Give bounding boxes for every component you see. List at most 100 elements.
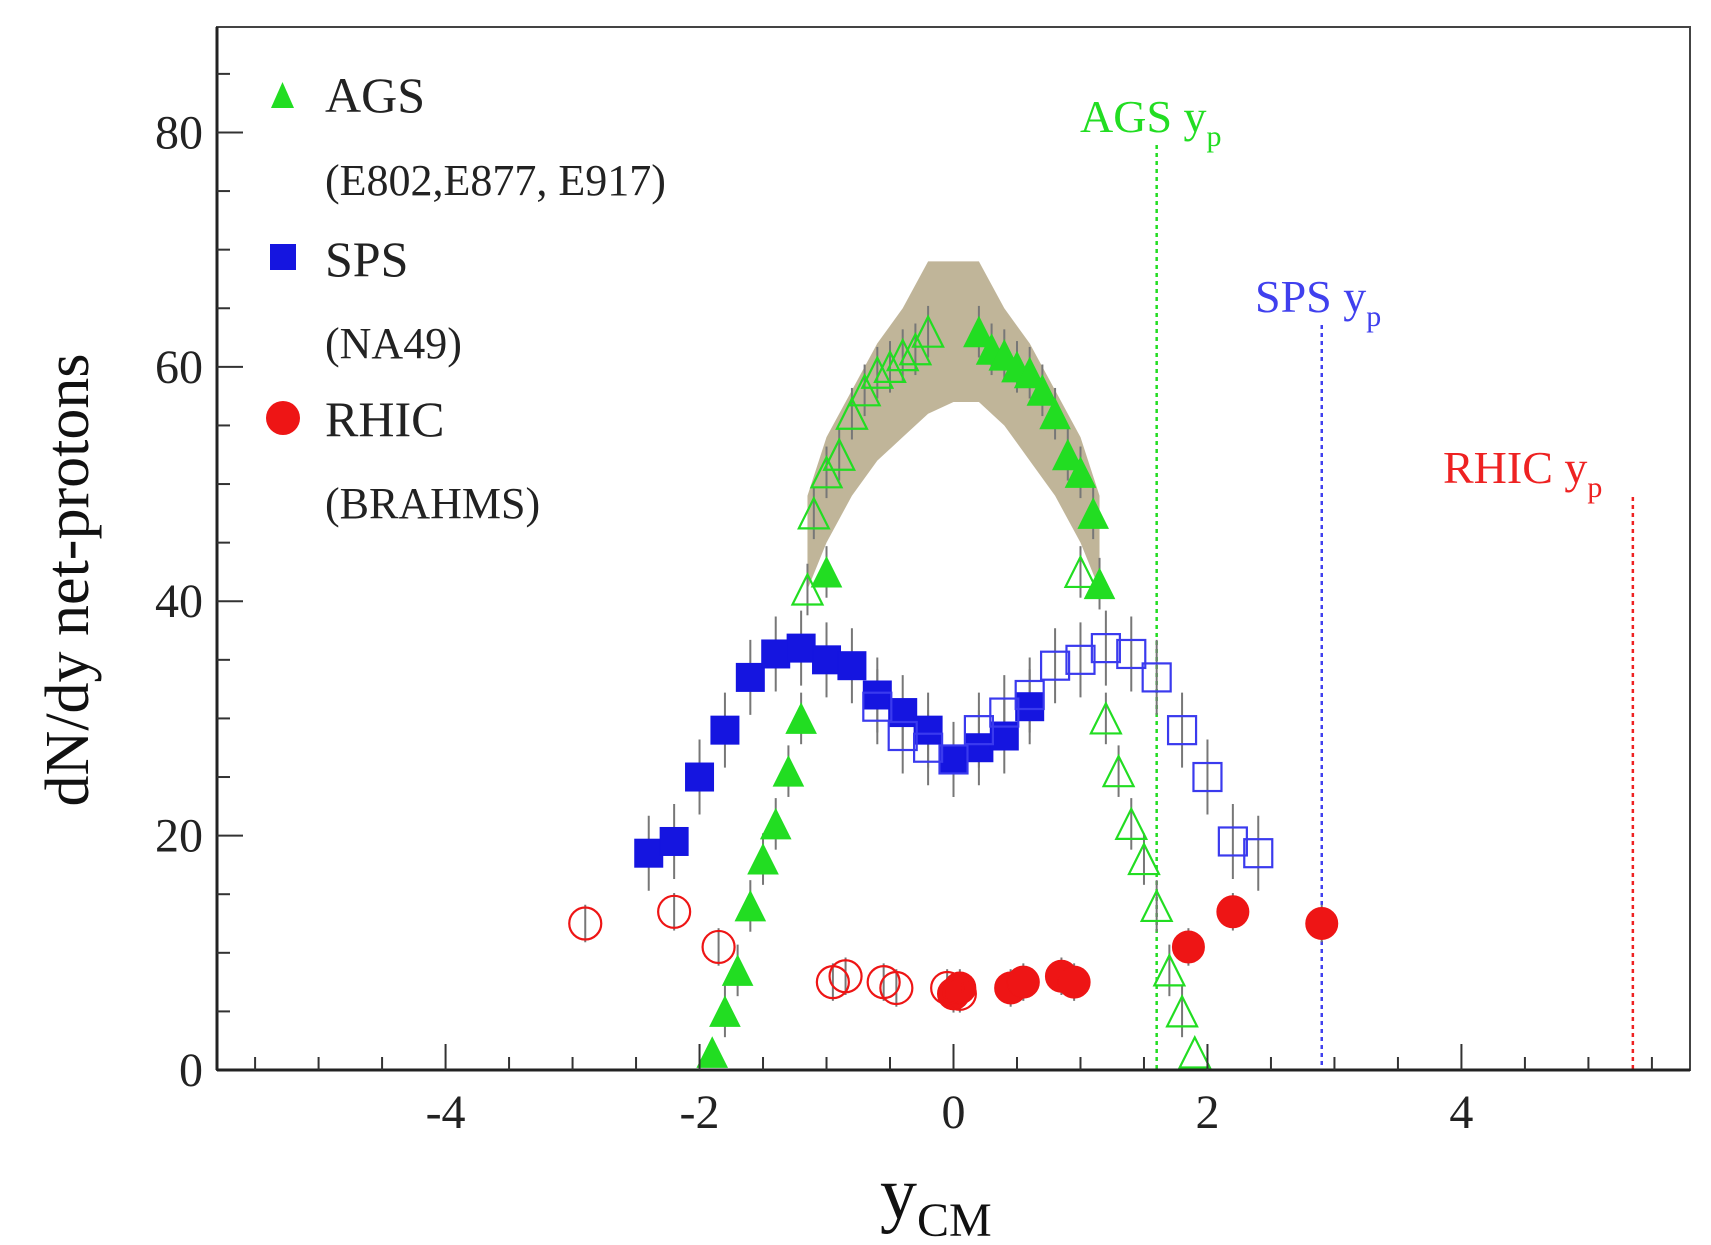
sps-reflected-point bbox=[1217, 826, 1248, 857]
ags-measured-point bbox=[785, 702, 817, 734]
sps-reflected-point bbox=[1166, 715, 1198, 746]
rhic-yp-main: RHIC y bbox=[1443, 442, 1587, 493]
rhic-measured-point bbox=[1057, 965, 1091, 999]
sps-reflected-point bbox=[1065, 644, 1096, 675]
ags-yp-main: AGS y bbox=[1080, 91, 1207, 142]
ags-measured-point bbox=[963, 315, 995, 348]
rhic-measured-point bbox=[1171, 930, 1205, 964]
sps-measured-point bbox=[634, 838, 664, 868]
legend-ags-marker bbox=[271, 82, 294, 108]
ags-systematic-band bbox=[807, 261, 1100, 590]
ags-measured-point bbox=[1026, 374, 1059, 406]
sps-reflected-point bbox=[989, 697, 1020, 728]
sps-measured-point bbox=[862, 680, 892, 710]
sps-measured-point bbox=[786, 633, 816, 663]
rhic-measured-point bbox=[1305, 907, 1339, 941]
sps-reflected-point bbox=[1192, 761, 1223, 793]
ags-yp-label: AGS yp bbox=[1080, 91, 1222, 153]
ags-reflected-point bbox=[1139, 888, 1174, 923]
y-tick-label: 80 bbox=[155, 106, 203, 159]
sps-reflected-point bbox=[913, 732, 944, 763]
rhic-yp-sub: p bbox=[1587, 471, 1602, 504]
legend-ags-label: AGS bbox=[325, 67, 425, 123]
ags-reflected-point bbox=[835, 396, 869, 430]
y-tick-label: 60 bbox=[155, 341, 203, 394]
ags-reflected-point bbox=[797, 495, 831, 530]
rhic-reflected-point bbox=[828, 959, 863, 994]
sps-reflected-point bbox=[1014, 679, 1045, 711]
x-tick-label: -4 bbox=[426, 1086, 466, 1139]
x-tick-label: -2 bbox=[680, 1086, 720, 1139]
rhic-reflected-point bbox=[701, 929, 736, 965]
ags-reflected-point bbox=[1177, 1034, 1212, 1069]
sps-yp-main: SPS y bbox=[1255, 271, 1366, 322]
ags-measured-point bbox=[696, 1036, 729, 1068]
ags-reflected-point bbox=[885, 337, 920, 372]
sps-reflected-point bbox=[862, 691, 893, 722]
x-axis-title-sub: CM bbox=[917, 1194, 992, 1245]
legend-rhic-detail: (BRAHMS) bbox=[325, 479, 540, 528]
y-tick-label: 40 bbox=[155, 575, 203, 628]
sps-reflected-point bbox=[1090, 633, 1121, 664]
rhic-reflected-point bbox=[879, 970, 914, 1006]
ags-measured-point bbox=[810, 555, 843, 588]
rhic-yp-label: RHIC yp bbox=[1443, 442, 1602, 504]
ags-reflected-point bbox=[860, 355, 895, 389]
ags-measured-point bbox=[1064, 456, 1097, 488]
sps-measured-point bbox=[735, 662, 765, 692]
x-axis-title: yCM bbox=[880, 1153, 992, 1245]
ags-measured-point bbox=[1051, 438, 1084, 471]
ags-reflected-point bbox=[809, 454, 844, 489]
x-tick-label: 0 bbox=[942, 1086, 966, 1139]
ags-measured-point bbox=[734, 889, 767, 922]
ags-measured-point bbox=[1077, 497, 1109, 529]
x-tick-label: 2 bbox=[1195, 1086, 1219, 1139]
sps-measured-point bbox=[837, 651, 867, 681]
ags-reflected-point bbox=[1127, 841, 1161, 876]
x-axis-title-main: y bbox=[880, 1153, 917, 1235]
sps-reflected-point bbox=[887, 720, 918, 752]
legend-sps-detail: (NA49) bbox=[325, 319, 462, 368]
legend-ags-detail: (E802,E877, E917) bbox=[325, 156, 666, 205]
y-axis-title: dN/dy net-protons bbox=[34, 354, 102, 807]
ags-measured-point bbox=[759, 807, 792, 840]
ags-measured-point bbox=[747, 842, 779, 875]
ags-systematic-band-layer bbox=[807, 261, 1100, 590]
ags-measured-point bbox=[709, 995, 741, 1027]
legend: AGS (E802,E877, E917) SPS (NA49) RHIC (B… bbox=[266, 67, 666, 528]
rhic-reflected-point bbox=[942, 976, 977, 1011]
sps-reflected-point bbox=[963, 715, 994, 746]
y-tick-label: 0 bbox=[179, 1044, 203, 1097]
ags-reflected-point bbox=[790, 572, 825, 606]
sps-yp-sub: p bbox=[1366, 300, 1381, 333]
sps-reflected-point bbox=[1039, 650, 1071, 681]
ags-measured-point bbox=[721, 954, 754, 986]
sps-measured-point bbox=[685, 762, 715, 792]
ags-reflected-point bbox=[1152, 952, 1187, 987]
ags-reflected-point bbox=[898, 331, 933, 366]
rhic-reflected-point bbox=[568, 906, 603, 941]
sps-measured-point bbox=[939, 744, 968, 774]
data-markers bbox=[568, 314, 1339, 1069]
ags-measured-point bbox=[1083, 567, 1116, 600]
ags-reflected-point bbox=[1089, 700, 1123, 735]
x-tick-label: 4 bbox=[1449, 1086, 1473, 1139]
ags-measured-point bbox=[1013, 356, 1046, 389]
sps-yp-label: SPS yp bbox=[1255, 271, 1381, 333]
ags-reflected-point bbox=[1165, 993, 1199, 1028]
ags-measured-point bbox=[772, 755, 805, 787]
ags-yp-sub: p bbox=[1207, 120, 1222, 153]
sps-measured-point bbox=[710, 715, 740, 745]
rhic-measured-point bbox=[1216, 895, 1250, 929]
ags-reflected-point bbox=[911, 314, 945, 348]
ags-reflected-point bbox=[822, 437, 856, 471]
rhic-reflected-point bbox=[657, 894, 692, 929]
sps-reflected-point bbox=[1141, 662, 1172, 693]
sps-reflected-point bbox=[1116, 638, 1147, 670]
rhic-measured-point bbox=[1006, 965, 1040, 999]
sps-measured-point bbox=[659, 826, 689, 856]
y-tick-label: 20 bbox=[155, 810, 203, 863]
sps-measured-point bbox=[812, 645, 842, 675]
